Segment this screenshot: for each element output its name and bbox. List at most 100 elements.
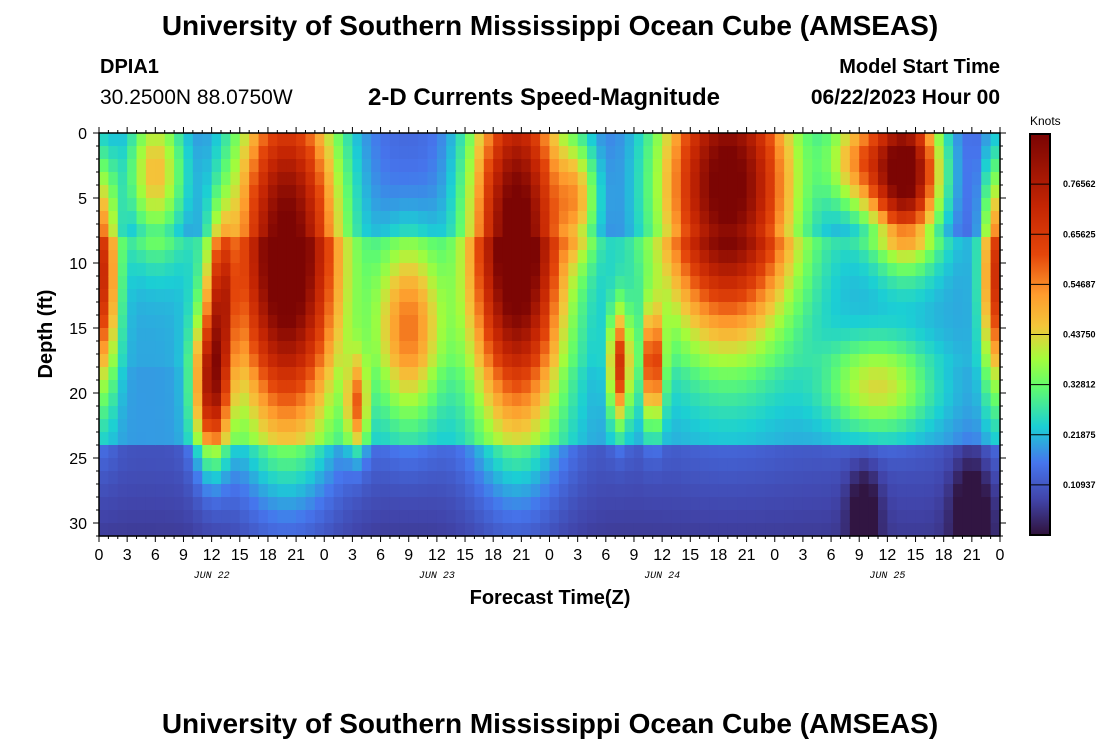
heatmap-cell: [577, 185, 588, 199]
heatmap-cell: [305, 250, 316, 264]
heatmap-cell: [399, 237, 410, 251]
heatmap-cell: [483, 172, 494, 186]
heatmap-cell: [418, 146, 429, 160]
heatmap-cell: [371, 133, 382, 147]
heatmap-cell: [211, 133, 222, 147]
heatmap-cell: [474, 159, 485, 173]
heatmap-cell: [511, 315, 522, 329]
heatmap-cell: [755, 302, 766, 316]
heatmap-cell: [380, 302, 391, 316]
heatmap-cell: [267, 341, 278, 355]
heatmap-cell: [258, 406, 269, 420]
heatmap-cell: [108, 380, 119, 394]
heatmap-cell: [953, 445, 964, 459]
heatmap-cell: [333, 510, 344, 524]
heatmap-cell: [727, 237, 738, 251]
heatmap-cell: [812, 237, 823, 251]
heatmap-cell: [371, 302, 382, 316]
heatmap-cell: [690, 510, 701, 524]
heatmap-cell: [840, 393, 851, 407]
heatmap-cell: [774, 510, 785, 524]
heatmap-cell: [521, 328, 532, 342]
heatmap-cell: [408, 133, 419, 147]
x-tick-label: 6: [151, 547, 160, 564]
heatmap-cell: [643, 471, 654, 485]
heatmap-cell: [314, 302, 325, 316]
heatmap-cell: [164, 471, 175, 485]
heatmap-cell: [183, 224, 194, 238]
heatmap-cell: [155, 159, 166, 173]
heatmap-cell: [596, 393, 607, 407]
heatmap-cell: [934, 315, 945, 329]
heatmap-cell: [755, 406, 766, 420]
heatmap-cell: [540, 432, 551, 446]
heatmap-cell: [277, 367, 288, 381]
heatmap-cell: [183, 172, 194, 186]
heatmap-cell: [718, 484, 729, 498]
heatmap-cell: [221, 406, 231, 420]
heatmap-cell: [286, 159, 297, 173]
heatmap-cell: [859, 432, 870, 446]
heatmap-cell: [765, 211, 776, 225]
heatmap-cell: [277, 406, 288, 420]
heatmap-cell: [399, 432, 410, 446]
heatmap-cell: [943, 224, 954, 238]
heatmap-cell: [915, 172, 926, 186]
heatmap-cell: [136, 276, 147, 290]
heatmap-cell: [887, 302, 898, 316]
heatmap-cell: [192, 237, 203, 251]
heatmap-cell: [117, 484, 128, 498]
heatmap-cell: [793, 237, 804, 251]
heatmap-cell: [408, 302, 419, 316]
heatmap-cell: [812, 289, 823, 303]
heatmap-cell: [314, 432, 325, 446]
heatmap-cell: [812, 133, 823, 147]
heatmap-cell: [436, 302, 447, 316]
heatmap-cell: [737, 198, 748, 212]
heatmap-cell: [981, 484, 992, 498]
heatmap-cell: [465, 133, 476, 147]
heatmap-cell: [868, 159, 879, 173]
heatmap-cell: [267, 328, 278, 342]
heatmap-cell: [493, 367, 504, 381]
heatmap-cell: [192, 341, 203, 355]
heatmap-cell: [924, 146, 935, 160]
heatmap-cell: [258, 367, 269, 381]
heatmap-cell: [296, 523, 307, 537]
heatmap-cell: [371, 172, 382, 186]
heatmap-cell: [127, 211, 138, 225]
heatmap-cell: [314, 185, 325, 199]
heatmap-cell: [371, 458, 382, 472]
heatmap-cell: [99, 432, 109, 446]
heatmap-cell: [615, 484, 626, 498]
heatmap-cell: [474, 302, 485, 316]
heatmap-cell: [202, 380, 213, 394]
heatmap-cell: [333, 471, 344, 485]
heatmap-cell: [408, 211, 419, 225]
heatmap-cell: [577, 497, 588, 511]
heatmap-cell: [962, 445, 973, 459]
heatmap-cell: [549, 523, 560, 537]
heatmap-cell: [202, 367, 213, 381]
heatmap-cell: [662, 393, 673, 407]
heatmap-cell: [352, 159, 363, 173]
heatmap-cell: [277, 276, 288, 290]
heatmap-cell: [906, 172, 917, 186]
heatmap-cell: [446, 276, 457, 290]
x-tick-label: 0: [545, 547, 554, 564]
station-coordinates: 30.2500N 88.0750W: [100, 86, 293, 109]
heatmap-cell: [755, 484, 766, 498]
heatmap-cell: [633, 432, 644, 446]
heatmap-cell: [202, 510, 213, 524]
heatmap-cell: [145, 406, 156, 420]
heatmap-cell: [868, 328, 879, 342]
heatmap-cell: [849, 354, 860, 368]
heatmap-cell: [436, 341, 447, 355]
heatmap-cell: [765, 302, 776, 316]
heatmap-cell: [802, 419, 813, 433]
heatmap-cell: [389, 302, 400, 316]
heatmap-cell: [136, 432, 147, 446]
heatmap-cell: [305, 302, 316, 316]
heatmap-cell: [418, 497, 429, 511]
heatmap-cell: [558, 198, 569, 212]
